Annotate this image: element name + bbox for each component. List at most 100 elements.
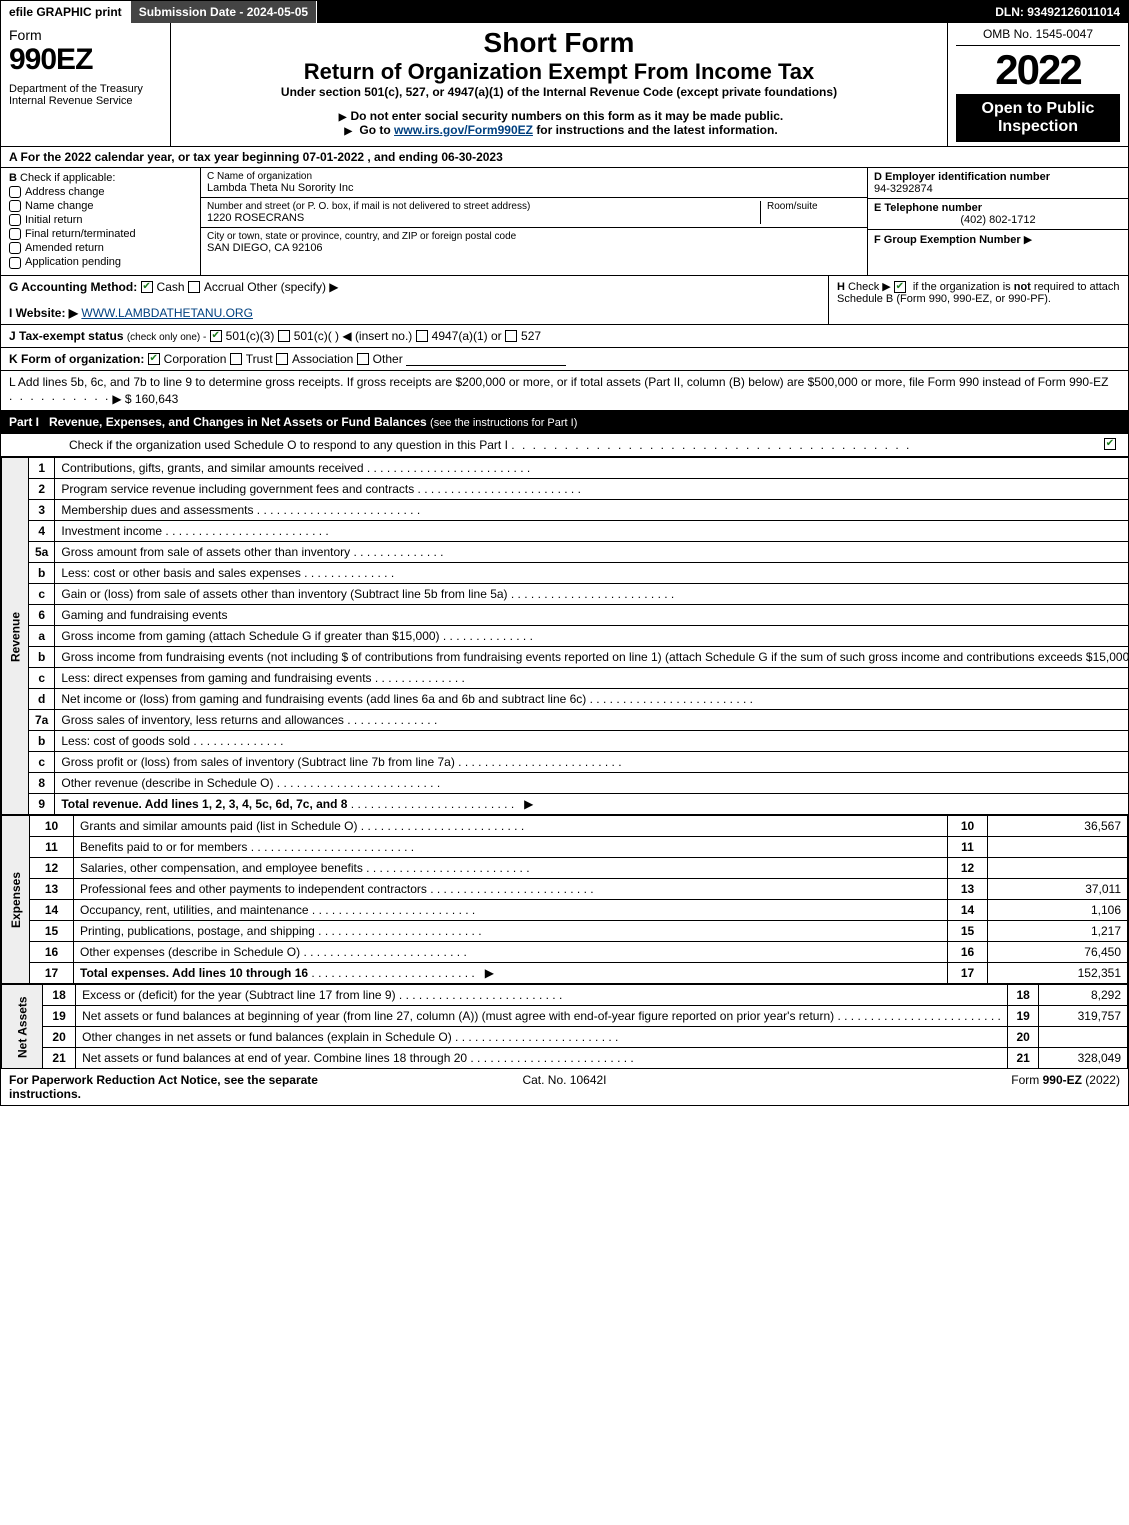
c-city-cell: City or town, state or province, country… [201, 228, 867, 257]
line-desc: Net income or (loss) from gaming and fun… [55, 689, 1129, 710]
checkbox-4947[interactable] [416, 330, 428, 342]
line-desc: Excess or (deficit) for the year (Subtra… [76, 985, 1008, 1006]
h-not: not [1014, 281, 1031, 293]
checkbox-final-return[interactable] [9, 228, 21, 240]
line-desc: Other expenses (describe in Schedule O) … [74, 942, 948, 963]
line-desc: Program service revenue including govern… [55, 479, 1129, 500]
irs-link[interactable]: www.irs.gov/Form990EZ [394, 123, 533, 137]
return-of-title: Return of Organization Exempt From Incom… [179, 59, 939, 85]
col-b: B Check if applicable: Address change Na… [1, 168, 201, 275]
goto-line: Go to www.irs.gov/Form990EZ for instruct… [179, 123, 939, 137]
j-label: J Tax-exempt status [9, 329, 124, 343]
result-line-number: 11 [948, 837, 988, 858]
line-desc: Salaries, other compensation, and employ… [74, 858, 948, 879]
short-form-title: Short Form [179, 27, 939, 59]
line-row: bGross income from fundraising events (n… [2, 647, 1129, 668]
line-value: 36,567 [988, 816, 1128, 837]
line-number: 17 [30, 963, 74, 984]
part1-sub: (see the instructions for Part I) [430, 417, 577, 429]
result-line-number: 19 [1007, 1006, 1039, 1027]
g-accrual: Accrual [204, 280, 244, 294]
side-label: Revenue [2, 458, 29, 815]
part1-number: Part I [9, 415, 49, 429]
line-row: 5aGross amount from sale of assets other… [2, 542, 1129, 563]
line-number: 4 [29, 521, 55, 542]
h-text2: if the organization is [913, 281, 1014, 293]
line-number: 12 [30, 858, 74, 879]
omb-number: OMB No. 1545-0047 [956, 27, 1120, 46]
part1-header: Part I Revenue, Expenses, and Changes in… [1, 411, 1128, 434]
row-h: H Check ▶ if the organization is not req… [828, 276, 1128, 324]
j-opt3: 4947(a)(1) or [432, 329, 502, 343]
checkbox-app-pending[interactable] [9, 257, 21, 269]
form-word: Form [9, 27, 162, 43]
j-opt4: 527 [521, 329, 541, 343]
j-sub: (check only one) - [127, 332, 206, 343]
line-row: Expenses10Grants and similar amounts pai… [2, 816, 1128, 837]
line-number: b [29, 731, 55, 752]
line-desc: Gross sales of inventory, less returns a… [55, 710, 1129, 731]
checkbox-other[interactable] [357, 353, 369, 365]
k-other-input[interactable] [406, 352, 566, 366]
header-right: OMB No. 1545-0047 2022 Open to Public In… [948, 23, 1128, 146]
checkbox-h[interactable] [894, 281, 906, 293]
line-number: 8 [29, 773, 55, 794]
checkbox-initial-return[interactable] [9, 214, 21, 226]
line-desc: Gross amount from sale of assets other t… [55, 542, 1129, 563]
i-label: I Website: ▶ [9, 306, 78, 320]
revenue-table: Revenue1Contributions, gifts, grants, an… [1, 457, 1129, 815]
b-label: B [9, 172, 17, 184]
do-not-enter: Do not enter social security numbers on … [179, 109, 939, 123]
side-label: Net Assets [2, 985, 43, 1069]
checkbox-part1[interactable] [1104, 438, 1116, 450]
result-line-number: 17 [948, 963, 988, 984]
result-line-number: 10 [948, 816, 988, 837]
line-desc: Contributions, gifts, grants, and simila… [55, 458, 1129, 479]
line-row: 3Membership dues and assessments . . . .… [2, 500, 1129, 521]
line-number: 21 [43, 1048, 76, 1069]
checkbox-address-change[interactable] [9, 186, 21, 198]
j-opt2: 501(c)( ) ◀ (insert no.) [294, 329, 413, 343]
checkbox-cash[interactable] [141, 281, 153, 293]
line-desc: Printing, publications, postage, and shi… [74, 921, 948, 942]
row-gh: G Accounting Method: Cash Accrual Other … [1, 276, 1128, 325]
checkbox-name-change[interactable] [9, 200, 21, 212]
line-row: bLess: cost of goods sold . . . . . . . … [2, 731, 1129, 752]
line-row: 21Net assets or fund balances at end of … [2, 1048, 1128, 1069]
checkbox-trust[interactable] [230, 353, 242, 365]
checkbox-501c3[interactable] [210, 330, 222, 342]
k-other: Other [373, 352, 403, 366]
c-name-cell: C Name of organization Lambda Theta Nu S… [201, 168, 867, 198]
arrow-icon [335, 109, 351, 123]
row-g: G Accounting Method: Cash Accrual Other … [1, 276, 828, 324]
line-desc: Gross income from fundraising events (no… [55, 647, 1129, 668]
d-ein-label: D Employer identification number [874, 171, 1050, 183]
checkbox-527[interactable] [505, 330, 517, 342]
line-desc: Total expenses. Add lines 10 through 16 … [74, 963, 948, 984]
website-link[interactable]: WWW.LAMBDATHETANU.ORG [81, 306, 253, 320]
form-number: 990EZ [9, 43, 162, 77]
checkbox-amended[interactable] [9, 242, 21, 254]
line-row: 11Benefits paid to or for members . . . … [2, 837, 1128, 858]
checkbox-corp[interactable] [148, 353, 160, 365]
row-a: A For the 2022 calendar year, or tax yea… [1, 147, 1128, 168]
line-number: c [29, 752, 55, 773]
b-addr-change: Address change [25, 186, 105, 198]
line-value: 1,106 [988, 900, 1128, 921]
j-opt1: 501(c)(3) [226, 329, 275, 343]
line-number: 1 [29, 458, 55, 479]
checkbox-accrual[interactable] [188, 281, 200, 293]
line-row: aGross income from gaming (attach Schedu… [2, 626, 1129, 647]
k-trust: Trust [246, 352, 273, 366]
line-desc: Benefits paid to or for members . . . . … [74, 837, 948, 858]
l-text: L Add lines 5b, 6c, and 7b to line 9 to … [9, 375, 1108, 389]
expenses-table: Expenses10Grants and similar amounts pai… [1, 815, 1128, 984]
checkbox-assoc[interactable] [276, 353, 288, 365]
line-row: 14Occupancy, rent, utilities, and mainte… [2, 900, 1128, 921]
k-assoc: Association [292, 352, 353, 366]
e-phone-label: E Telephone number [874, 202, 982, 214]
irs-label: Internal Revenue Service [9, 95, 133, 107]
phone-value: (402) 802-1712 [874, 214, 1122, 226]
dept-treasury: Department of the Treasury Internal Reve… [9, 83, 162, 107]
checkbox-501c[interactable] [278, 330, 290, 342]
